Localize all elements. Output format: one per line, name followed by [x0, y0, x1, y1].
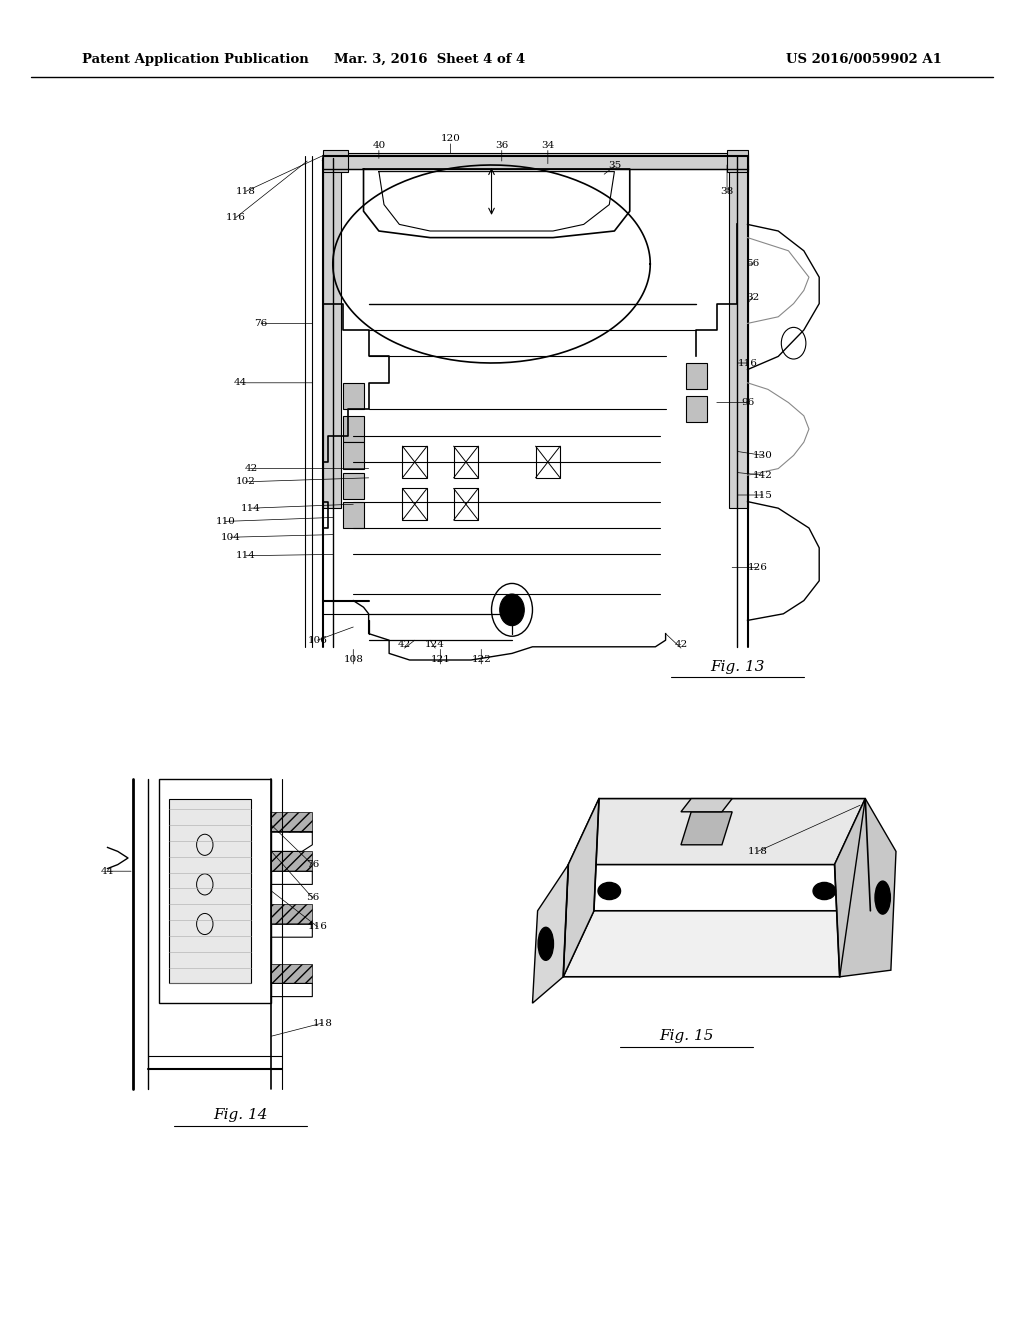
Text: 124: 124 — [425, 640, 445, 648]
Bar — [454, 488, 478, 520]
Text: Fig. 14: Fig. 14 — [213, 1109, 268, 1122]
Text: 32: 32 — [746, 293, 759, 301]
Text: 122: 122 — [471, 656, 492, 664]
Bar — [343, 442, 364, 469]
Polygon shape — [563, 799, 599, 977]
Text: 126: 126 — [748, 564, 768, 572]
Polygon shape — [727, 150, 748, 172]
Bar — [402, 446, 427, 478]
Text: 130: 130 — [753, 451, 773, 459]
Bar — [686, 363, 707, 389]
Text: 120: 120 — [440, 135, 461, 143]
Text: 44: 44 — [101, 867, 114, 875]
Bar — [536, 446, 560, 478]
Text: 104: 104 — [220, 533, 241, 541]
Text: 44: 44 — [234, 379, 247, 387]
Polygon shape — [681, 812, 732, 845]
Text: 102: 102 — [236, 478, 256, 486]
Text: 121: 121 — [430, 656, 451, 664]
Text: 108: 108 — [343, 656, 364, 664]
Text: 114: 114 — [236, 552, 256, 560]
Text: 38: 38 — [721, 187, 733, 195]
Text: Fig. 13: Fig. 13 — [710, 660, 765, 673]
Bar — [343, 383, 364, 409]
Bar — [323, 153, 748, 169]
Bar — [402, 488, 427, 520]
Text: 36: 36 — [496, 141, 508, 149]
Polygon shape — [568, 799, 865, 865]
Polygon shape — [563, 911, 870, 977]
Text: 96: 96 — [741, 399, 754, 407]
Circle shape — [500, 594, 524, 626]
Ellipse shape — [539, 927, 553, 961]
Text: 116: 116 — [307, 923, 328, 931]
Bar — [343, 473, 364, 499]
Polygon shape — [681, 799, 732, 812]
Polygon shape — [532, 865, 568, 1003]
Bar — [686, 396, 707, 422]
Text: US 2016/0059902 A1: US 2016/0059902 A1 — [786, 53, 942, 66]
Text: 106: 106 — [307, 636, 328, 644]
Text: 142: 142 — [753, 471, 773, 479]
Bar — [729, 165, 748, 508]
Text: 56: 56 — [306, 894, 318, 902]
Polygon shape — [840, 799, 896, 977]
Text: 76: 76 — [255, 319, 267, 327]
Ellipse shape — [598, 883, 621, 900]
Text: 116: 116 — [737, 359, 758, 367]
Text: 114: 114 — [241, 504, 261, 512]
Text: 42: 42 — [675, 640, 687, 648]
Bar — [271, 851, 312, 871]
Bar — [159, 779, 271, 1003]
Bar — [271, 964, 312, 983]
Text: 118: 118 — [748, 847, 768, 855]
Polygon shape — [835, 799, 870, 977]
Bar — [271, 904, 312, 924]
Text: 42: 42 — [398, 640, 411, 648]
Text: 35: 35 — [608, 161, 621, 169]
Text: 42: 42 — [245, 465, 257, 473]
Text: 56: 56 — [746, 260, 759, 268]
Ellipse shape — [813, 883, 836, 900]
Bar — [343, 502, 364, 528]
Text: Patent Application Publication: Patent Application Publication — [82, 53, 308, 66]
Bar — [169, 799, 251, 983]
Bar — [454, 446, 478, 478]
Text: 118: 118 — [312, 1019, 333, 1027]
Text: 40: 40 — [373, 141, 385, 149]
Bar — [323, 165, 341, 508]
Text: 110: 110 — [215, 517, 236, 525]
Text: 116: 116 — [225, 214, 246, 222]
Ellipse shape — [874, 882, 890, 913]
Text: Fig. 15: Fig. 15 — [658, 1030, 714, 1043]
Text: 118: 118 — [236, 187, 256, 195]
Text: 115: 115 — [753, 491, 773, 499]
Text: 76: 76 — [306, 861, 318, 869]
Text: Mar. 3, 2016  Sheet 4 of 4: Mar. 3, 2016 Sheet 4 of 4 — [335, 53, 525, 66]
Bar — [271, 812, 312, 832]
Bar — [343, 416, 364, 442]
Polygon shape — [323, 150, 348, 172]
Text: 34: 34 — [542, 141, 554, 149]
